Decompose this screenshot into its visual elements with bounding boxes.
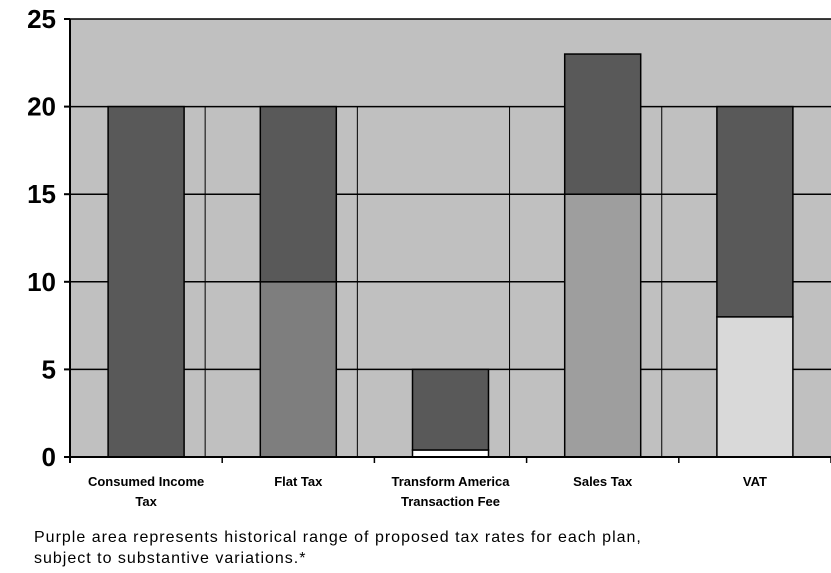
- y-tick-label-10: 10: [27, 267, 56, 297]
- bar-base-2: [411, 449, 490, 458]
- chart: 0 5 10 15 20 25 Consumed Income Tax Flat Tax Tran…: [27, 4, 831, 509]
- y-tick-label-5: 5: [42, 354, 56, 384]
- chart-footnote: Purple area represents historical range …: [34, 527, 824, 569]
- bar-base-4: [716, 316, 794, 458]
- x-tick-label-3: Sales Tax: [573, 474, 633, 489]
- bar-range-2: [411, 368, 490, 451]
- x-tick-label-2-line-0: Transform America: [391, 474, 510, 489]
- bar-base-3: [563, 193, 642, 458]
- bar-range-3: [563, 53, 642, 195]
- bar-range-4: [716, 105, 794, 318]
- x-tick-label-4: VAT: [743, 474, 767, 489]
- x-tick-label-0-line-0: Consumed Income: [88, 474, 204, 489]
- x-tick-label-0-line-1: Tax: [135, 494, 157, 509]
- y-tick-label-0: 0: [42, 442, 56, 472]
- x-tick-label-2-line-1: Transaction Fee: [401, 494, 500, 509]
- y-tick-label-20: 20: [27, 92, 56, 122]
- footnote-line-1: Purple area represents historical range …: [34, 529, 642, 546]
- y-tick-label-15: 15: [27, 179, 56, 209]
- y-tick-label-25: 25: [27, 4, 56, 34]
- footnote-line-2: subject to substantive variations.*: [34, 550, 307, 567]
- x-tick-label-1: Flat Tax: [274, 474, 323, 489]
- bar-range-1: [259, 105, 338, 283]
- bar-base-1: [259, 281, 338, 458]
- bar-range-0: [107, 105, 185, 458]
